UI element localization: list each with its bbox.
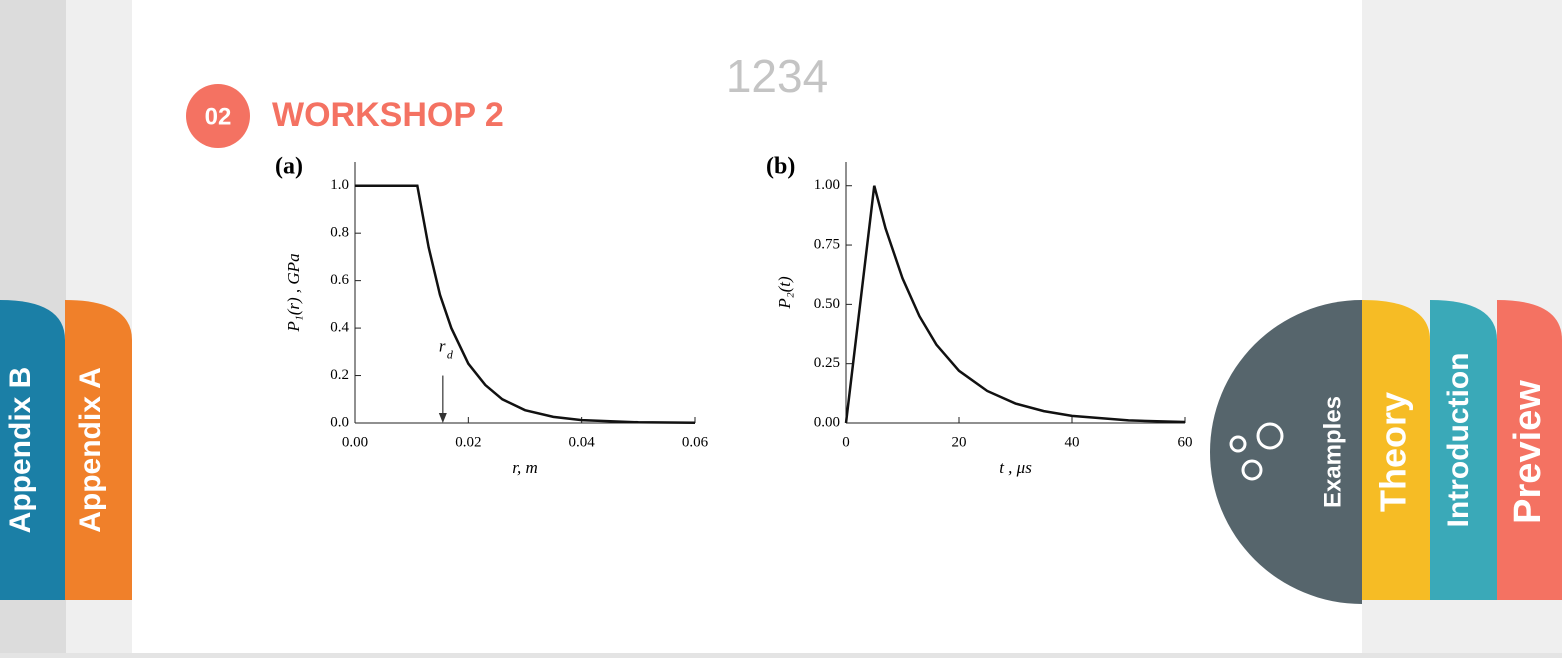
tab-label[interactable]: Examples xyxy=(1319,396,1346,508)
y-axis-label: P₁(r) , GPa xyxy=(284,253,303,332)
x-tick-label: 0.06 xyxy=(682,434,709,450)
x-axis-label: t , μs xyxy=(999,458,1032,477)
y-tick-label: 0.4 xyxy=(330,320,349,336)
panel-label: (b) xyxy=(766,154,795,180)
page-number: 1234 xyxy=(726,50,828,102)
y-axis-label: P₂(t) xyxy=(775,276,794,310)
panel-label: (a) xyxy=(275,154,303,180)
tab-shape xyxy=(0,300,65,600)
x-tick-label: 0.02 xyxy=(455,434,481,450)
x-tick-label: 60 xyxy=(1178,434,1193,450)
tab-label[interactable]: Introduction xyxy=(1442,353,1475,528)
x-tick-label: 20 xyxy=(952,434,967,450)
x-axis-label: r, m xyxy=(512,458,538,477)
tab-shape xyxy=(1430,300,1497,600)
y-tick-label: 0.00 xyxy=(814,414,840,430)
tab-label[interactable]: Theory xyxy=(1373,392,1414,512)
gears-icon xyxy=(1229,422,1284,481)
slide-title: WORKSHOP 2 xyxy=(272,96,504,134)
badge-number: 02 xyxy=(205,103,232,130)
y-tick-label: 0.50 xyxy=(814,296,840,312)
y-tick-label: 1.0 xyxy=(330,177,349,193)
y-tick-label: 0.75 xyxy=(814,236,840,252)
y-tick-label: 0.8 xyxy=(330,225,349,241)
tab-shape xyxy=(65,300,132,600)
y-tick-label: 0.25 xyxy=(814,355,840,371)
slide xyxy=(132,0,1362,653)
data-line xyxy=(844,185,1186,424)
arrow-head xyxy=(438,413,447,423)
y-tick-label: 0.2 xyxy=(330,367,349,383)
x-tick-label: 0.00 xyxy=(342,434,368,450)
y-tick-label: 0.6 xyxy=(330,272,349,288)
tab-label[interactable]: Preview xyxy=(1507,380,1549,524)
x-tick-label: 0.04 xyxy=(569,434,596,450)
annotation-subscript: d xyxy=(447,347,454,361)
annotation-text: r xyxy=(439,336,446,355)
x-tick-label: 40 xyxy=(1065,434,1080,450)
x-tick-label: 0 xyxy=(842,434,850,450)
y-tick-label: 1.00 xyxy=(814,177,840,193)
y-tick-label: 0.0 xyxy=(330,414,349,430)
tab-shape xyxy=(1362,300,1430,600)
tab-shape xyxy=(1210,300,1362,604)
charts: 0.0 0.2 0.4 0.6 0.8 1.0 0.00 0.02 0.04 0.06 (a) r, … xyxy=(275,154,1193,477)
badge-circle xyxy=(186,84,250,148)
tab-label[interactable]: Appendix B xyxy=(4,367,37,534)
tab-shape xyxy=(1497,300,1562,600)
tab-label[interactable]: Appendix A xyxy=(74,367,107,533)
data-line xyxy=(355,184,696,425)
